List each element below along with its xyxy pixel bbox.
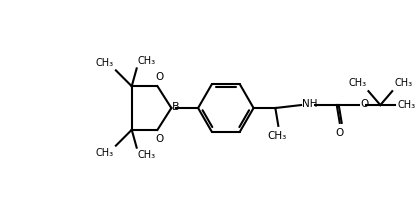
Text: O: O bbox=[336, 128, 344, 138]
Text: CH₃: CH₃ bbox=[96, 148, 114, 158]
Text: CH₃: CH₃ bbox=[138, 150, 156, 160]
Text: NH: NH bbox=[302, 99, 318, 109]
Text: O: O bbox=[155, 72, 163, 82]
Text: O: O bbox=[361, 99, 369, 109]
Text: O: O bbox=[155, 134, 163, 144]
Text: CH₃: CH₃ bbox=[397, 100, 415, 110]
Text: CH₃: CH₃ bbox=[348, 78, 367, 88]
Text: CH₃: CH₃ bbox=[268, 131, 287, 141]
Text: B: B bbox=[171, 102, 179, 112]
Text: CH₃: CH₃ bbox=[394, 78, 412, 88]
Text: CH₃: CH₃ bbox=[96, 58, 114, 68]
Text: CH₃: CH₃ bbox=[138, 56, 156, 66]
